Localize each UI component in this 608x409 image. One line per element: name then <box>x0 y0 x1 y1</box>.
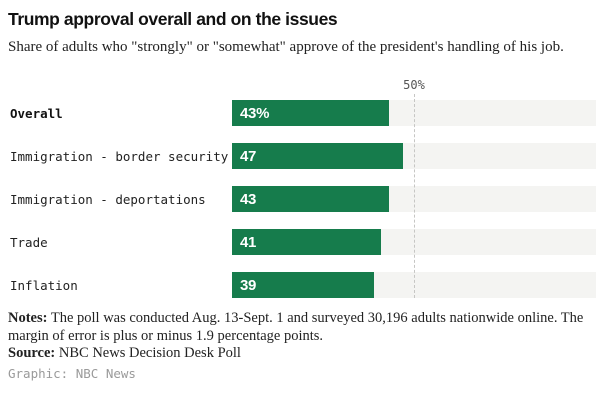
bar: 41 <box>232 229 382 255</box>
chart-row: Immigration - deportations 43 <box>8 186 596 212</box>
category-label: Overall <box>10 105 63 121</box>
source-line: Source: NBC News Decision Desk Poll <box>8 345 596 363</box>
bar-value-label: 47 <box>240 147 257 165</box>
footnotes: Notes: The poll was conducted Aug. 13-Se… <box>8 310 596 381</box>
category-label: Trade <box>10 234 48 250</box>
source-label: Source: <box>8 345 56 361</box>
category-label: Immigration - border security <box>10 148 229 164</box>
axis-tick-label-50: 50% <box>403 78 425 92</box>
axis-row: 50% <box>8 78 596 92</box>
chart-row: Overall 43% <box>8 100 596 126</box>
chart-row: Inflation 39 <box>8 272 596 298</box>
gridline-50-percent <box>414 94 415 298</box>
category-label: Inflation <box>10 277 78 293</box>
chart-title: Trump approval overall and on the issues <box>8 9 338 29</box>
chart-row: Trade 41 <box>8 229 596 255</box>
bar: 43 <box>232 186 389 212</box>
bar-chart: 50% Overall 43% Immigration - border secur… <box>8 78 596 298</box>
notes-text: The poll was conducted Aug. 13-Sept. 1 a… <box>8 310 584 344</box>
graphic-credit: Graphic: NBC News <box>8 365 136 381</box>
source-text: NBC News Decision Desk Poll <box>58 345 241 361</box>
chart-subtitle: Share of adults who "strongly" or "somew… <box>8 39 564 55</box>
notes-line: Notes: The poll was conducted Aug. 13-Se… <box>8 310 596 345</box>
bar-value-label: 39 <box>240 276 257 294</box>
bar: 47 <box>232 143 404 169</box>
bar-value-label: 43 <box>240 190 257 208</box>
chart-rows: Overall 43% Immigration - border security 4… <box>8 94 596 298</box>
bar: 43% <box>232 100 389 126</box>
bar-value-label: 43% <box>240 104 270 122</box>
bar: 39 <box>232 272 374 298</box>
chart-row: Immigration - border security 47 <box>8 143 596 169</box>
category-label: Immigration - deportations <box>10 191 206 207</box>
bar-value-label: 41 <box>240 233 257 251</box>
notes-label: Notes: <box>8 310 48 326</box>
